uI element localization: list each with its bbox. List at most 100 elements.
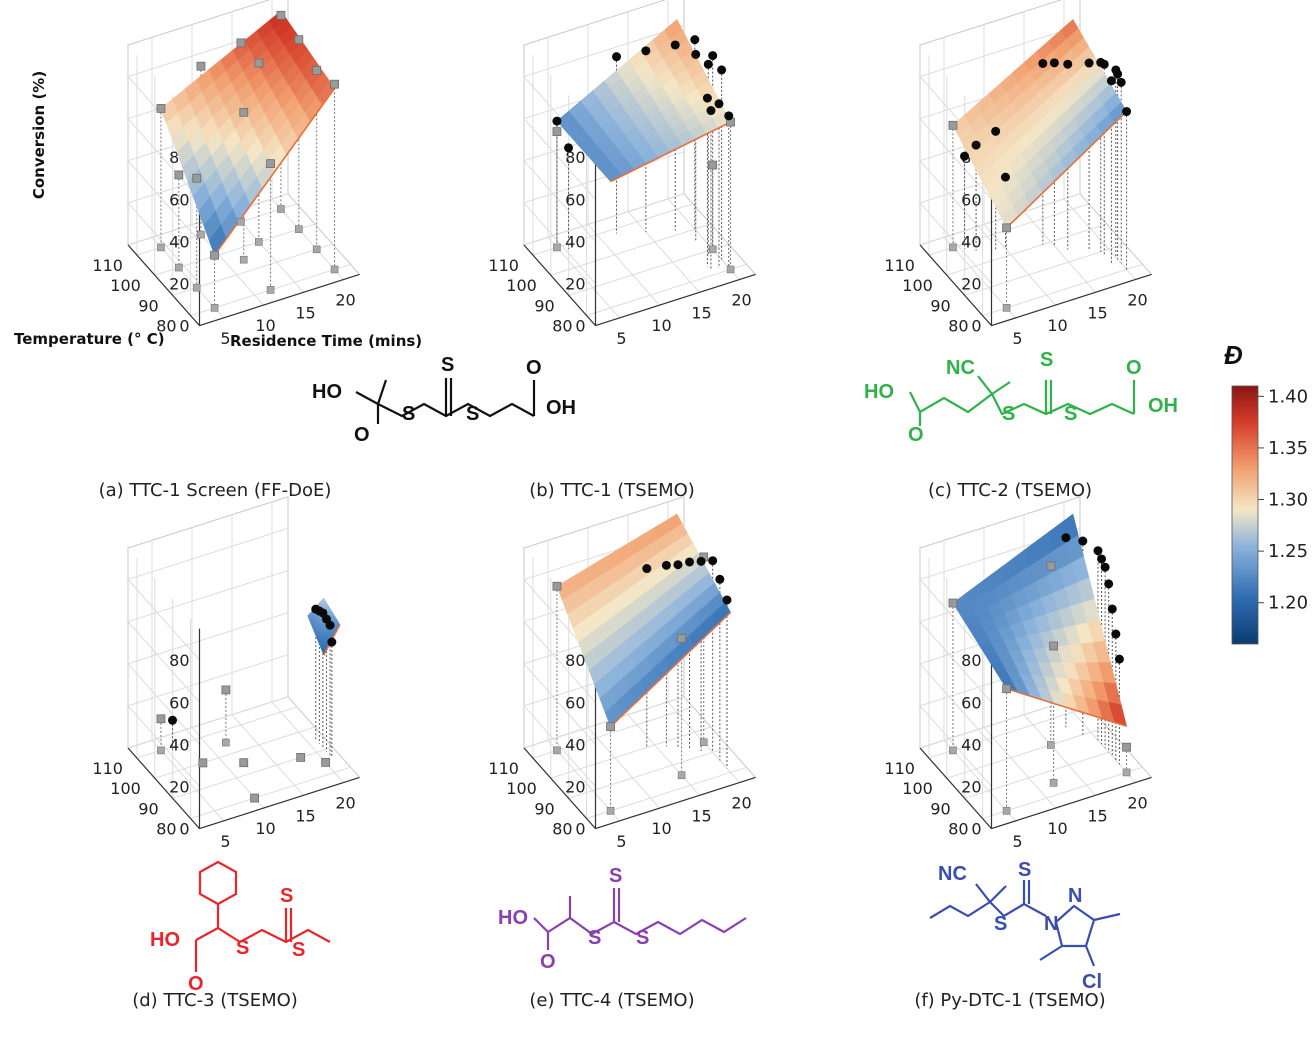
black-point bbox=[1114, 654, 1124, 664]
t-axis-line bbox=[523, 244, 596, 326]
ttc2-atom: OH bbox=[1148, 395, 1178, 417]
colorbar-tick-label: 1.35 bbox=[1268, 438, 1308, 459]
black-point bbox=[1097, 554, 1107, 564]
grey-point bbox=[294, 35, 304, 45]
z-tick-label: 0 bbox=[575, 820, 585, 839]
r-tick-label: 5 bbox=[220, 329, 230, 348]
z-tick-label: 60 bbox=[565, 693, 585, 712]
pydtc1-atom: NC bbox=[938, 863, 967, 885]
t-axis-line bbox=[127, 747, 200, 829]
ttc1-atom: HO bbox=[312, 381, 342, 403]
grey-point bbox=[552, 127, 562, 137]
grey-point-shadow bbox=[699, 738, 708, 747]
t-tick-label: 80 bbox=[948, 820, 968, 839]
r-tick-label: 10 bbox=[255, 316, 275, 335]
ttc2-nc bbox=[977, 375, 993, 395]
gridline-z bbox=[127, 570, 289, 703]
grey-point bbox=[948, 120, 958, 130]
ttc1-atom: O bbox=[526, 357, 542, 379]
structure-ttc3 bbox=[194, 860, 331, 972]
ttc2-atom: S bbox=[1064, 403, 1077, 425]
colorbar-ticks: 1.40 1.35 1.30 1.25 1.20 bbox=[1258, 386, 1308, 614]
t-tick-label: 90 bbox=[138, 799, 158, 818]
r-tick-label: 5 bbox=[1012, 329, 1022, 348]
gridline-r bbox=[983, 24, 1056, 306]
ttc1-atoms: HO O S S S O OH bbox=[312, 354, 576, 446]
black-point bbox=[708, 556, 718, 566]
ttc4-atoms: HO O S S S bbox=[498, 865, 649, 973]
structure-ttc4 bbox=[533, 888, 747, 950]
grey-point bbox=[1002, 223, 1011, 233]
t-tick-label: 80 bbox=[552, 820, 572, 839]
t-tick-label: 100 bbox=[110, 779, 141, 798]
black-point bbox=[1104, 579, 1114, 589]
surface-edge bbox=[610, 611, 732, 728]
panel-caption: (f) Py-DTC-1 (TSEMO) bbox=[914, 990, 1105, 1011]
black-point bbox=[168, 715, 178, 725]
grey-point bbox=[236, 38, 246, 48]
black-point bbox=[1107, 604, 1117, 614]
colorbar-gradient bbox=[1231, 385, 1259, 645]
grey-point bbox=[276, 10, 286, 20]
r-axis-line bbox=[595, 776, 756, 830]
colorbar-tick-label: 1.20 bbox=[1268, 593, 1308, 614]
pydtc1-nc bbox=[975, 883, 991, 903]
black-point bbox=[1100, 562, 1110, 572]
black-point bbox=[715, 574, 725, 584]
grey-point bbox=[221, 685, 231, 695]
z-tick-label: 60 bbox=[565, 190, 585, 209]
r-tick-label: 10 bbox=[1047, 316, 1067, 335]
grey-point-shadow bbox=[949, 243, 957, 252]
t-axis-line bbox=[523, 747, 596, 829]
t-tick-label: 110 bbox=[488, 256, 519, 275]
t-tick-label: 80 bbox=[552, 317, 572, 336]
t-tick-label: 110 bbox=[884, 256, 915, 275]
t-tick-label: 110 bbox=[92, 759, 123, 778]
black-point bbox=[564, 143, 574, 153]
grey-point bbox=[708, 160, 718, 170]
t-axis-line bbox=[127, 244, 200, 326]
pydtc1-cl bbox=[1084, 945, 1096, 967]
grey-point-shadow bbox=[553, 746, 561, 755]
black-point bbox=[1116, 77, 1126, 87]
grey-point bbox=[174, 170, 184, 180]
grey-point-shadow bbox=[330, 265, 339, 274]
ttc4-atom: S bbox=[609, 865, 622, 887]
t-axis-line bbox=[919, 747, 992, 829]
z-tick-label: 60 bbox=[169, 190, 189, 209]
z-tick-label: 80 bbox=[565, 148, 585, 167]
t-tick-label: 90 bbox=[138, 296, 158, 315]
panel-caption: (d) TTC-3 (TSEMO) bbox=[132, 990, 298, 1011]
r-tick-label: 5 bbox=[616, 329, 626, 348]
t-tick-label: 90 bbox=[534, 296, 554, 315]
grey-point-shadow bbox=[553, 243, 561, 252]
black-point bbox=[691, 49, 701, 59]
grey-point-shadow bbox=[708, 245, 717, 254]
grey-point-shadow bbox=[277, 205, 285, 213]
black-point bbox=[724, 111, 734, 121]
grey-point-shadow bbox=[949, 746, 957, 755]
colorbar-tick-label: 1.40 bbox=[1268, 386, 1308, 407]
grey-point bbox=[1046, 561, 1056, 571]
grey-point-shadow bbox=[239, 255, 248, 264]
grey-point bbox=[254, 58, 264, 68]
z-tick-label: 20 bbox=[565, 777, 585, 796]
z-tick-label: 20 bbox=[169, 274, 189, 293]
grey-point bbox=[210, 250, 219, 260]
ttc3-atom: O bbox=[188, 973, 204, 995]
r-tick-label: 15 bbox=[691, 806, 711, 825]
pydtc1-atom: N bbox=[1068, 885, 1082, 907]
black-point bbox=[1084, 58, 1094, 68]
black-point bbox=[642, 564, 652, 574]
z-tick-label: 20 bbox=[169, 777, 189, 796]
black-point bbox=[685, 557, 695, 567]
r-tick-label: 15 bbox=[295, 303, 315, 322]
r-tick-label: 5 bbox=[220, 832, 230, 851]
grey-point bbox=[1049, 641, 1059, 651]
t-tick-label: 80 bbox=[156, 820, 176, 839]
ttc1-bonds bbox=[355, 379, 535, 418]
